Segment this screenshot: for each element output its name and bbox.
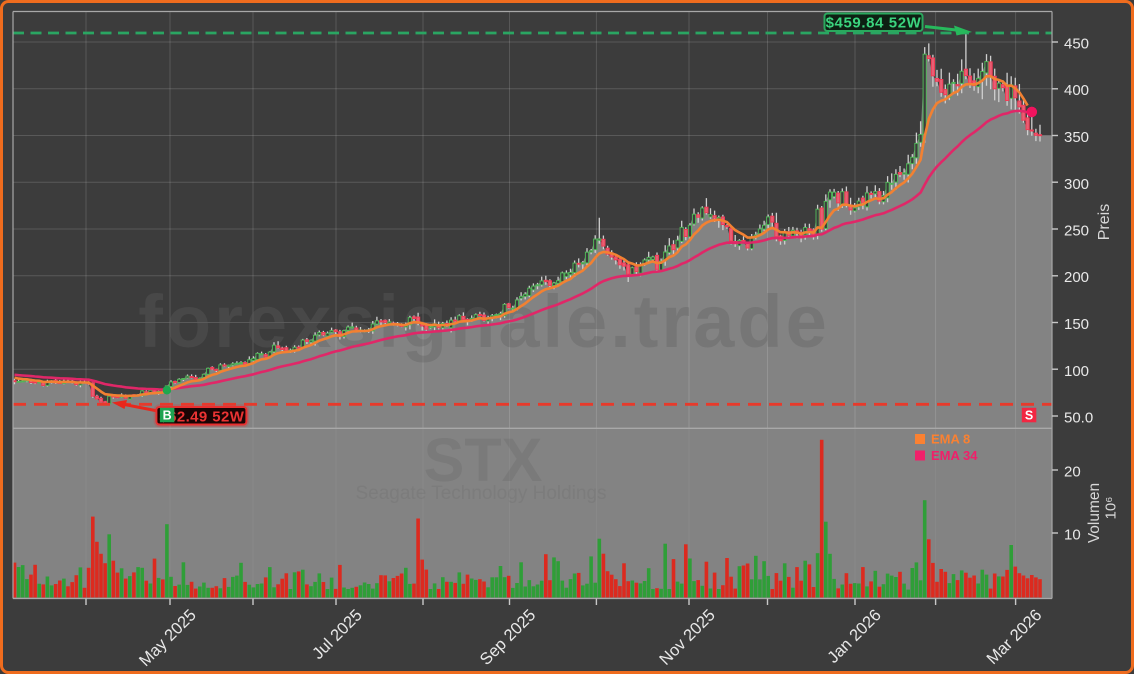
svg-text:200: 200 [1064, 269, 1089, 286]
svg-text:Preis: Preis [1096, 204, 1113, 240]
svg-text:Seagate Technology Holdings: Seagate Technology Holdings [355, 483, 606, 504]
svg-text:Volumen: Volumen [1086, 483, 1103, 543]
svg-text:EMA 34: EMA 34 [931, 448, 978, 463]
svg-text:50.0: 50.0 [1064, 410, 1093, 427]
svg-text:10⁶: 10⁶ [1103, 497, 1120, 520]
svg-text:10: 10 [1064, 527, 1081, 544]
svg-text:B: B [163, 408, 172, 422]
svg-text:450: 450 [1064, 36, 1089, 53]
svg-text:400: 400 [1064, 82, 1089, 99]
svg-text:EMA 8: EMA 8 [931, 432, 970, 447]
svg-text:forexsignale.trade: forexsignale.trade [138, 280, 829, 363]
svg-text:$459.84 52W: $459.84 52W [826, 15, 922, 32]
svg-text:250: 250 [1064, 223, 1089, 240]
svg-text:$62.49 52W: $62.49 52W [159, 408, 244, 425]
svg-text:STX: STX [424, 426, 543, 494]
svg-text:150: 150 [1064, 316, 1089, 333]
svg-text:350: 350 [1064, 129, 1089, 146]
svg-text:100: 100 [1064, 363, 1089, 380]
svg-text:300: 300 [1064, 176, 1089, 193]
svg-text:S: S [1025, 408, 1033, 422]
svg-text:20: 20 [1064, 464, 1081, 481]
